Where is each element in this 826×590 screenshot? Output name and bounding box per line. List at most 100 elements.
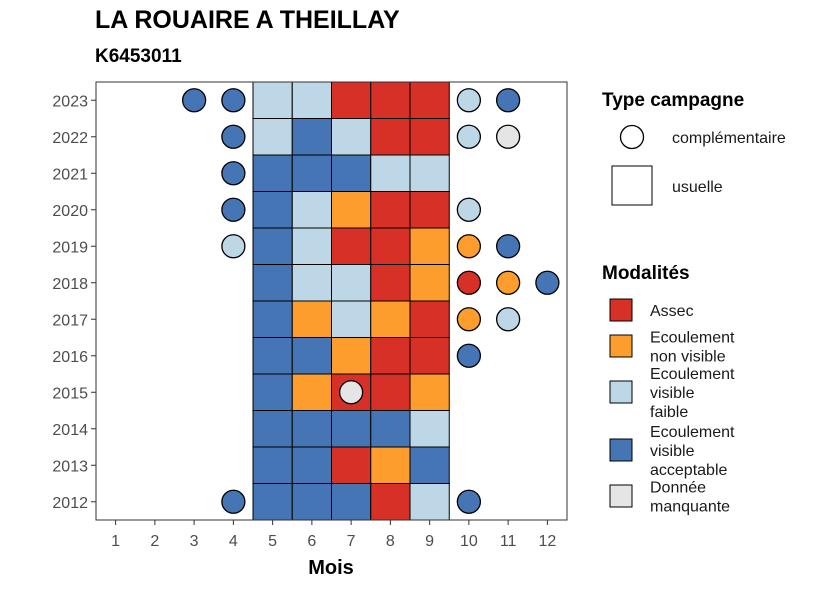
x-axis-label: Mois — [308, 557, 354, 579]
x-tick-label-4: 4 — [229, 533, 238, 550]
cell-2022-9 — [409, 118, 450, 156]
y-tick-label-2016: 2016 — [52, 349, 88, 366]
legend-label-acceptable-line-2: visible — [650, 443, 695, 460]
legend-key-faible — [609, 380, 633, 404]
cell-2023-5 — [252, 81, 293, 119]
legend-label-nonvisible-line-2: non visible — [650, 349, 726, 366]
cell-2021-7 — [331, 154, 372, 192]
legend-key-circle — [619, 124, 645, 150]
y-tick-label-2014: 2014 — [52, 422, 88, 439]
legend-key-assec — [609, 298, 633, 322]
point-2020-10 — [456, 197, 482, 222]
cell-2020-5 — [252, 191, 293, 229]
legend-label-acceptable-line-1: Ecoulement — [650, 424, 735, 441]
cell-2016-5 — [252, 337, 293, 375]
legend-label-faible-line-3: faible — [650, 404, 688, 421]
cell-2018-9 — [409, 264, 450, 302]
y-tick-label-2019: 2019 — [52, 239, 88, 256]
legend-label-manquante-line-1: Donnée — [650, 480, 706, 497]
x-tick-label-2: 2 — [150, 533, 159, 550]
y-tick-label-2015: 2015 — [52, 385, 88, 402]
point-2020-4 — [221, 197, 246, 222]
point-2021-4 — [221, 161, 246, 186]
cell-2017-9 — [409, 300, 450, 338]
y-tick-label-2018: 2018 — [52, 276, 88, 293]
cell-2018-8 — [370, 264, 411, 302]
cell-2021-9 — [409, 154, 450, 192]
cell-2023-7 — [331, 81, 372, 119]
cell-2017-7 — [331, 300, 372, 338]
cell-2017-5 — [252, 300, 293, 338]
cell-2023-8 — [370, 81, 411, 119]
point-2018-11 — [495, 270, 521, 295]
cell-2018-6 — [291, 264, 332, 302]
legend-key-square — [611, 165, 653, 206]
y-tick-label-2022: 2022 — [52, 130, 88, 147]
cell-2022-7 — [331, 118, 372, 156]
x-tick-label-7: 7 — [347, 533, 356, 550]
cell-2019-6 — [291, 227, 332, 265]
cell-2022-5 — [252, 118, 293, 156]
chart-title: LA ROUAIRE A THEILLAY — [95, 6, 400, 34]
cell-2019-8 — [370, 227, 411, 265]
y-tick-label-2021: 2021 — [52, 166, 88, 183]
point-2016-10 — [456, 343, 482, 368]
legend-label-square: usuelle — [672, 179, 723, 196]
point-2022-11 — [495, 124, 521, 149]
cell-2019-9 — [409, 227, 450, 265]
point-2022-4 — [221, 124, 246, 149]
cell-2013-8 — [370, 446, 411, 484]
x-tick-label-12: 12 — [538, 533, 556, 550]
legend-title-modalites: Modalités — [602, 263, 690, 284]
point-2019-11 — [495, 234, 521, 259]
usuelle-cells — [252, 81, 450, 521]
y-axis: 2012 2013 2014 2015 2016 2017 2018 2019 2020 2021… — [52, 93, 96, 512]
point-2017-11 — [495, 307, 521, 332]
legend-title-type-campagne: Type campagne — [602, 90, 744, 111]
legend-label-manquante-line-2: manquante — [650, 499, 730, 516]
cell-2016-7 — [331, 337, 372, 375]
point-2023-11 — [495, 88, 521, 113]
plot-panel-border — [95, 81, 568, 521]
cell-2012-7 — [331, 483, 372, 521]
legend-label-acceptable-line-3: acceptable — [650, 462, 727, 479]
complementaire-points — [181, 88, 560, 514]
cell-2017-8 — [370, 300, 411, 338]
cell-2016-6 — [291, 337, 332, 375]
cell-2015-8 — [370, 373, 411, 411]
point-2018-10 — [456, 270, 482, 295]
cell-2019-7 — [331, 227, 372, 265]
point-2012-4 — [221, 489, 246, 514]
cell-2022-6 — [291, 118, 332, 156]
cell-2015-5 — [252, 373, 293, 411]
cell-2021-8 — [370, 154, 411, 192]
legend-key-nonvisible — [609, 334, 633, 358]
cell-2013-5 — [252, 446, 293, 484]
point-2022-10 — [456, 124, 482, 149]
legend-label-circle: complémentaire — [672, 130, 786, 147]
cell-2013-7 — [331, 446, 372, 484]
point-2023-4 — [221, 88, 246, 113]
legend-label-faible-line-1: Ecoulement — [650, 366, 735, 383]
x-tick-label-3: 3 — [190, 533, 199, 550]
cell-2021-6 — [291, 154, 332, 192]
y-tick-label-2020: 2020 — [52, 203, 88, 220]
cell-2012-5 — [252, 483, 293, 521]
legend-key-acceptable — [609, 438, 633, 462]
cell-2012-9 — [409, 483, 450, 521]
cell-2021-5 — [252, 154, 293, 192]
x-tick-label-6: 6 — [307, 533, 316, 550]
x-tick-label-9: 9 — [425, 533, 434, 550]
point-2018-12 — [535, 270, 560, 295]
cell-2012-6 — [291, 483, 332, 521]
y-tick-label-2023: 2023 — [52, 93, 88, 110]
legend-label-assec-line-1: Assec — [650, 303, 694, 320]
y-tick-label-2013: 2013 — [52, 458, 88, 475]
cell-2018-7 — [331, 264, 372, 302]
cell-2017-6 — [291, 300, 332, 338]
cell-2016-8 — [370, 337, 411, 375]
cell-2023-6 — [291, 81, 332, 119]
point-2017-10 — [456, 307, 482, 332]
cell-2015-6 — [291, 373, 332, 411]
